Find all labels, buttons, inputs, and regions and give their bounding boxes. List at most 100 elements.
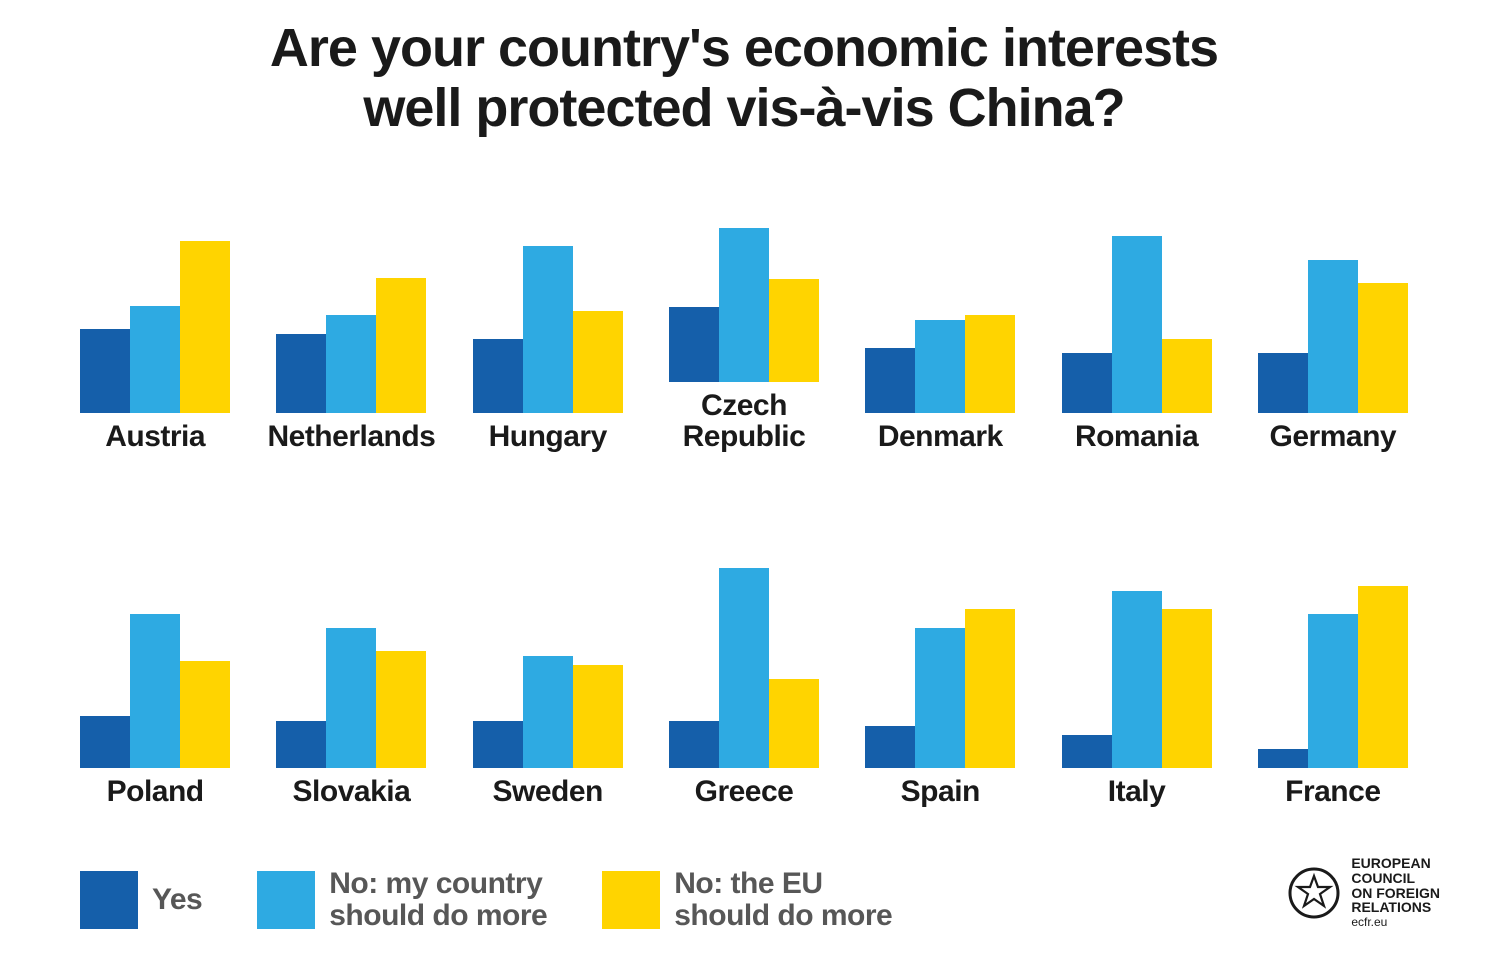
bar: 10% [276, 693, 326, 768]
country-label: Netherlands [261, 421, 441, 453]
bar: 10% [473, 693, 523, 768]
bar-value-label: 23% [181, 633, 230, 662]
bar-rect [1308, 614, 1358, 767]
bar: 33% [1308, 232, 1358, 413]
bar-rect [965, 315, 1015, 413]
bar-value-label: 33% [1309, 232, 1358, 261]
title-line-1: Are your country's economic interests [0, 18, 1488, 78]
bar-value-label: 16% [670, 279, 719, 308]
bars-region: 7% 38%34% [1046, 523, 1226, 768]
bar-rect [130, 614, 180, 767]
bar-rect [130, 306, 180, 413]
legend-swatch [80, 871, 138, 929]
bar-rect [965, 609, 1015, 767]
bars-region: 13% 38% 16% [1046, 168, 1226, 413]
bar-value-label: 38% [1112, 563, 1161, 592]
bar-value-label: 14% [866, 320, 915, 349]
bar-value-label: 4% [1265, 721, 1300, 750]
bar-value-label: 24% [523, 628, 572, 657]
bar-rect [669, 307, 719, 381]
country-panel: 11%33%23%Poland [65, 523, 245, 808]
legend-item: No: the EU should do more [602, 868, 892, 931]
attr-line1: EUROPEAN [1351, 856, 1440, 871]
bar: 21% [965, 287, 1015, 413]
bar: 39% [1358, 558, 1408, 767]
bar-value-label: 20% [916, 292, 965, 321]
bar: 14% [865, 320, 915, 413]
bar: 24% [523, 628, 573, 768]
bar-value-label: 25% [377, 623, 426, 652]
bar: 22% [573, 637, 623, 767]
bar-value-label: 17% [277, 306, 326, 335]
country-label: Austria [65, 421, 245, 453]
bar: 22% [573, 283, 623, 413]
bar-value-label: 34% [1162, 581, 1211, 610]
bar: 34% [965, 581, 1015, 767]
country-panel: 10%43%19%Greece [654, 523, 834, 808]
country-panel: 10%30%25%Slovakia [261, 523, 441, 808]
bar: 10% [669, 693, 719, 768]
bar-value-label: 28% [1359, 255, 1408, 284]
bar-rect [915, 320, 965, 413]
bar-rect [326, 315, 376, 413]
bar-rect [1062, 735, 1112, 768]
bar-rect [1358, 283, 1408, 413]
bar-value-label: 22% [573, 637, 622, 666]
bar-rect [1062, 353, 1112, 413]
bar: 4% [1258, 721, 1308, 768]
country-label: Denmark [850, 421, 1030, 453]
country-panel: 17%21%29% Netherlands [261, 168, 441, 453]
bar-rect [180, 661, 230, 768]
bar-value-label: 9% [873, 698, 908, 727]
bar-value-label: 10% [473, 693, 522, 722]
bar-rect [276, 721, 326, 768]
bar: 18% [80, 301, 130, 413]
bar-rect [523, 246, 573, 413]
bars-region: 14%20%21% [850, 168, 1030, 413]
bar-rect [865, 348, 915, 413]
bar-rect [915, 628, 965, 768]
bar: 33% [1308, 586, 1358, 767]
bar-value-label: 37% [181, 213, 230, 242]
chart-title: Are your country's economic interests we… [0, 18, 1488, 139]
country-panel: 16%33%22%Czech Republic [654, 168, 834, 453]
bar: 28% [1358, 255, 1408, 413]
bars-region: 13%33%28% [1243, 168, 1423, 413]
bar-rect [1112, 591, 1162, 768]
bars-region: 17%21%29% [261, 168, 441, 413]
attr-line3: ON FOREIGN [1351, 886, 1440, 901]
bar-value-label: 21% [327, 287, 376, 316]
bar-rect [1112, 236, 1162, 413]
legend-swatch [602, 871, 660, 929]
country-panel: 9%30%34%Spain [850, 523, 1030, 808]
bar-rect [769, 279, 819, 381]
bar-rect [1358, 586, 1408, 767]
bar-rect [376, 278, 426, 413]
country-panel: 14%20%21% Denmark [850, 168, 1030, 453]
bar-value-label: 16% [1162, 311, 1211, 340]
bar-rect [1258, 749, 1308, 768]
bar: 34% [1162, 581, 1212, 767]
chart-row: 18%23% 37% Austria 17%21%29% Netherlands 16% 3… [65, 168, 1423, 453]
country-label: Czech Republic [654, 390, 834, 453]
bar-value-label: 7% [1069, 707, 1104, 736]
bar: 43% [719, 540, 769, 768]
country-label: France [1243, 776, 1423, 808]
bar-rect [376, 651, 426, 767]
bars-region: 10%43%19% [654, 523, 834, 768]
legend-item: No: my country should do more [257, 868, 547, 931]
country-panel: 18%23% 37% Austria [65, 168, 245, 453]
charts-grid: 18%23%37%Austria17%21%29%Netherlands16%3… [65, 168, 1423, 807]
bar: 23% [130, 278, 180, 413]
bar-value-label: 13% [1062, 325, 1111, 354]
legend-label: No: my country should do more [329, 868, 547, 931]
legend: YesNo: my country should do moreNo: the … [80, 868, 892, 931]
bar: 11% [80, 688, 130, 767]
bar-value-label: 38% [1112, 208, 1161, 237]
bars-region: 11%33%23% [65, 523, 245, 768]
bar-rect [769, 679, 819, 767]
bar-value-label: 18% [81, 301, 130, 330]
bar-value-label: 33% [720, 200, 769, 229]
bar: 17% [276, 306, 326, 413]
bar: 37% [180, 213, 230, 413]
